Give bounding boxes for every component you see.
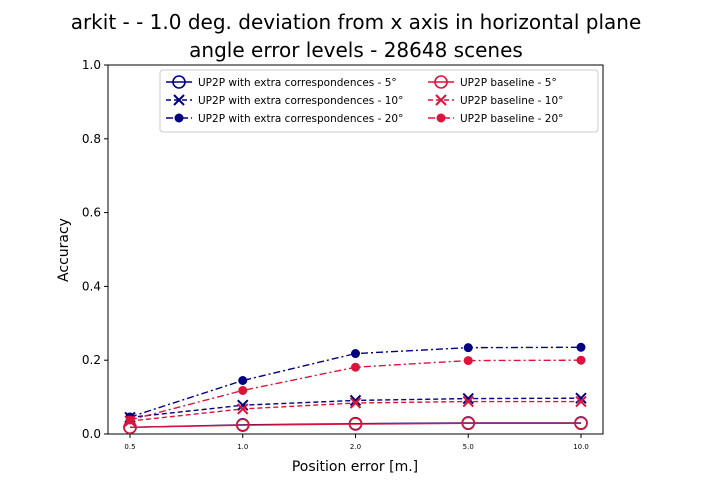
legend-marker [434,75,448,89]
data-point [238,375,248,385]
series-3 [125,342,586,422]
y-tick-label: 0.2 [82,353,101,367]
marker-x-stroke [575,395,587,408]
legend: UP2P with extra correspondences - 5° UP2P… [159,69,599,133]
data-point [575,395,587,408]
series-1 [123,416,588,435]
x-tick-label: 5.0 [463,443,474,451]
marker-x-stroke [349,397,362,409]
y-tick-label: 0.8 [82,132,101,146]
data-point [462,395,474,408]
legend-box [159,69,599,133]
x-axis-label: Position error [m.] [292,459,418,475]
data-point [348,417,363,431]
legend-label: UP2P with extra correspondences - 20° [198,113,403,125]
data-point [576,342,586,352]
chart-title-line-2: angle error levels - 28648 scenes [189,38,523,62]
data-point [576,355,586,365]
data-point [351,349,360,359]
x-tick-label: 10.0 [573,443,589,451]
marker-x-stroke [237,399,249,411]
plot-area: 0.0 0.2 0.4 0.6 0.8 1.0 0.5 1.0 2.0 5.0 10.0 [82,58,604,451]
data-point [463,356,473,366]
legend-label: UP2P baseline - 10° [460,95,563,107]
y-tick-label: 1.0 [82,58,101,72]
legend-item: UP2P with extra correspondences - 20° [166,113,403,125]
data-point [463,343,473,353]
data-point [351,362,360,372]
legend-label: UP2P baseline - 20° [460,113,563,125]
legend-label: UP2P with extra correspondences - 10° [198,95,403,107]
legend-marker [174,113,184,123]
data-point [349,397,362,409]
data-point [238,385,248,395]
legend-item: UP2P with extra correspondences - 5° [166,75,397,89]
y-axis-label: Accuracy [56,218,72,282]
series-line [129,422,581,429]
marker-x-stroke [237,403,249,415]
data-point [235,418,250,432]
legend-marker [172,75,186,89]
data-point [574,416,588,431]
marker-x-stroke [462,392,474,405]
legend-item: UP2P baseline - 10° [428,94,563,107]
legend-label: UP2P with extra correspondences - 5° [198,77,397,89]
data-point [349,394,362,407]
y-tick-label: 0.6 [82,206,101,220]
y-tick-label: 0.4 [82,279,101,293]
data-point [237,403,249,415]
legend-marker [435,94,447,106]
series-6 [125,355,586,425]
x-tick-label: 0.5 [124,443,135,451]
marker-x-stroke [435,94,447,106]
x-tick-label: 2.0 [350,443,361,451]
legend-item: UP2P baseline - 20° [428,113,563,125]
legend-item: UP2P with extra correspondences - 10° [166,94,403,107]
y-tick-label: 0.0 [82,427,101,441]
x-tick-label: 1.0 [237,443,248,451]
marker-x-stroke [349,394,362,407]
legend-label: UP2P baseline - 5° [460,77,557,89]
marker-x-stroke [462,395,474,408]
data-point [461,416,476,431]
series-line [129,346,582,418]
marker-x-stroke [173,94,185,106]
legend-marker [436,113,446,123]
legend-item: UP2P baseline - 5° [428,75,557,89]
data-point [125,415,135,425]
legend-marker [173,94,185,106]
chart-title-line-1: arkit - - 1.0 deg. deviation from x axis… [71,10,642,34]
data-point [462,392,474,405]
